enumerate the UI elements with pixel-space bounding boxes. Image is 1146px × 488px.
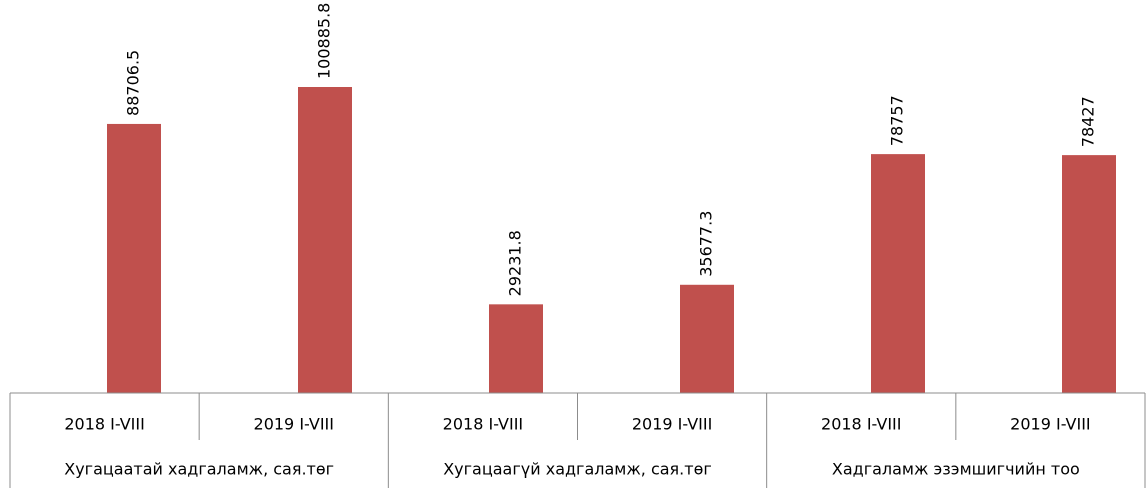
x-tick-label: 2019 I-VIII [632, 415, 712, 434]
data-label: 88706.5 [124, 50, 143, 116]
bar [107, 123, 161, 393]
bar [871, 154, 925, 393]
data-label: 100885.8 [315, 3, 334, 79]
data-label: 78427 [1079, 96, 1098, 147]
group-label: Хадгаламж эзэмшигчийн тоо [832, 460, 1080, 479]
bar [298, 87, 352, 393]
group-label: Хугацаагүй хадгаламж, сая.төг [443, 460, 712, 479]
x-tick-label: 2018 I-VIII [64, 415, 144, 434]
data-label: 35677.3 [697, 211, 716, 277]
bar [680, 284, 734, 393]
x-tick-label: 2019 I-VIII [1010, 415, 1090, 434]
x-tick-label: 2018 I-VIII [443, 415, 523, 434]
bar [489, 304, 543, 393]
bar [1062, 155, 1116, 393]
data-label: 29231.8 [506, 230, 525, 296]
x-tick-label: 2019 I-VIII [254, 415, 334, 434]
data-label: 78757 [888, 95, 907, 146]
group-label: Хугацаатай хадгаламж, сая.төг [64, 460, 334, 479]
x-tick-label: 2018 I-VIII [821, 415, 901, 434]
